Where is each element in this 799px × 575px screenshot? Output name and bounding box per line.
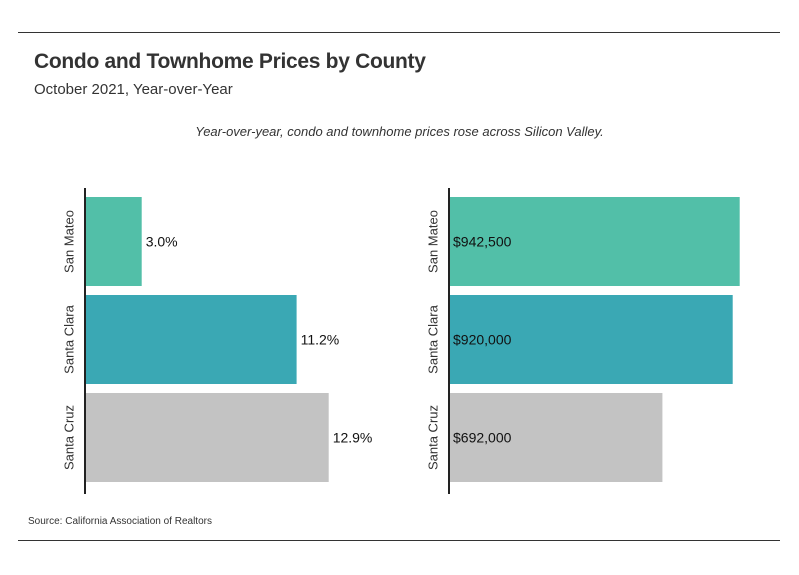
data-label: 3.0% — [146, 234, 178, 250]
bar-san-mateo — [449, 197, 740, 286]
data-label: $942,500 — [453, 234, 512, 250]
category-label: Santa Clara — [426, 304, 441, 373]
top-rule — [18, 32, 780, 33]
data-label: $692,000 — [453, 430, 512, 446]
chart-panel-2: San Mateo $942,500 Santa Clara $920,000 Sant… — [426, 188, 740, 494]
category-label: San Mateo — [426, 210, 441, 273]
chart-note: Year-over-year, condo and townhome price… — [195, 124, 604, 139]
category-label: Santa Cruz — [426, 405, 441, 470]
source-note: Source: California Association of Realto… — [28, 516, 212, 527]
data-label: 11.2% — [301, 332, 340, 348]
bar-santa-clara — [449, 295, 733, 384]
chart-subtitle: October 2021, Year-over-Year — [34, 81, 233, 98]
data-label: $920,000 — [453, 332, 512, 348]
category-label: San Mateo — [62, 210, 77, 273]
bar-santa-clara — [85, 295, 297, 384]
bar-santa-cruz — [449, 393, 663, 482]
data-label: 12.9% — [333, 430, 373, 446]
chart-title: Condo and Townhome Prices by County — [34, 50, 426, 73]
chart-panel-1: San Mateo 3.0% Santa Clara 11.2% Santa Cruz 1… — [62, 188, 373, 494]
bar-santa-cruz — [85, 393, 329, 482]
bar-san-mateo — [85, 197, 142, 286]
bottom-rule — [18, 540, 780, 541]
category-label: Santa Clara — [62, 304, 77, 373]
category-label: Santa Cruz — [62, 405, 77, 470]
